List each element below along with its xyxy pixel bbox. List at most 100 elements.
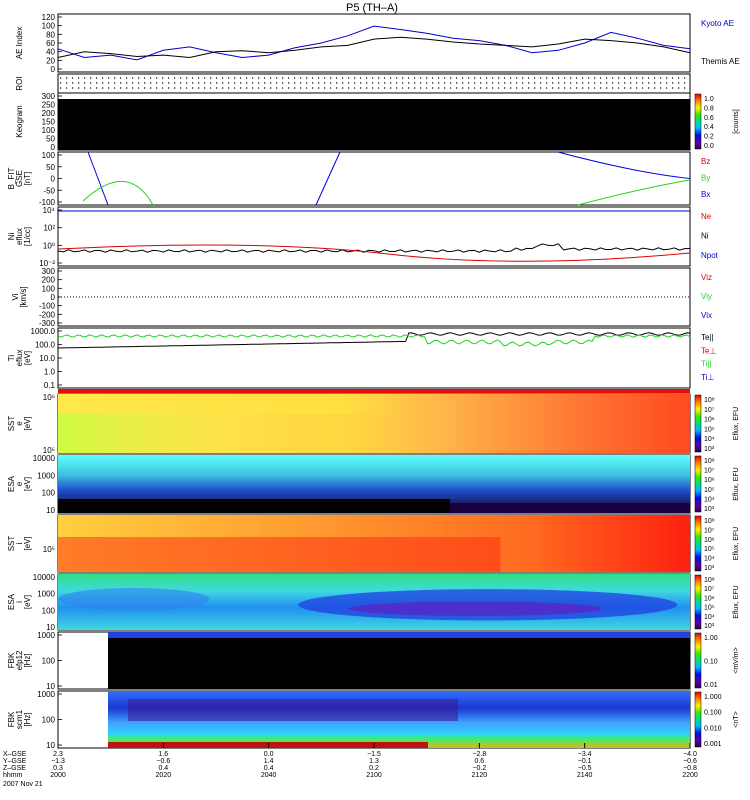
colorbar-tick-fbk_b: 0.001 [704, 741, 722, 748]
panel-roi: ROI [15, 76, 24, 90]
colorbar-sst_i [694, 515, 702, 572]
legend-bfield: By [701, 174, 710, 183]
panel-sst_i: SST i [eV] 10⁵ 10⁸ 10⁷ 10⁶ 10⁵ 10⁴ 10³ Eflux, EFU [7, 515, 740, 572]
ytick-label-ae: 60 [46, 39, 55, 48]
ytick-label-bfield: -100 [39, 198, 56, 207]
ytick-label-ae: 80 [46, 30, 55, 39]
ylabel-density: eflux [15, 228, 24, 245]
ytick-label-bfield: 50 [46, 163, 55, 172]
ylabel-esa_e: [eV] [23, 477, 32, 491]
ylabel-temperature: [eV] [23, 351, 32, 365]
xaxis-value: 1.3 [369, 758, 379, 765]
colorbar-tick-esa_i: 10³ [704, 623, 715, 630]
xaxis-value: 0.6 [474, 758, 484, 765]
colorbar-fbk_e [694, 632, 702, 689]
legend-temperature: Ti|| [701, 360, 712, 369]
ylabel-sst_e: SST [7, 416, 16, 432]
ytick-label-keogram: 50 [46, 135, 55, 144]
colorbar-tick-sst_e: 10⁶ [704, 417, 715, 424]
ylabel-sst_e: e [15, 421, 24, 426]
ytick-label-fbk_b: 10 [46, 741, 55, 750]
xaxis-value: −1.5 [367, 751, 381, 758]
ae-series-line [57, 25, 691, 61]
ytick-label-velocity: 200 [42, 276, 56, 285]
colorbar-tick-fbk_b: 1.000 [704, 694, 722, 701]
colorbar-label-sst_e: Eflux, EFU [733, 407, 740, 440]
fbk-e-top [108, 632, 690, 638]
te-par-line [57, 332, 691, 349]
ytick-label-esa_e: 1000 [37, 471, 55, 480]
xaxis-value: 2140 [577, 772, 593, 779]
colorbar-label-esa_i: Eflux, EFU [733, 585, 740, 618]
panel-esa_i: ESA i [eV] 10000 1000 100 10 10⁸ 10⁷ 10⁶ 10⁵ 10⁴ 10³… [7, 573, 740, 632]
colorbar-tick-sst_e: 10⁸ [704, 397, 715, 404]
ytick-label-velocity: -200 [39, 310, 56, 319]
panel-sst_e: SST e [eV] 10⁶ 10⁵ 10⁸ 10⁷ 10⁶ 10⁵ 10⁴ 10³ Eflux, E… [7, 393, 740, 455]
ytick-label-temperature: 100.0 [35, 341, 56, 350]
colorbar-sst_e [694, 394, 702, 453]
ylabel-bfield: [nT] [23, 172, 32, 186]
ylabel-fbk_b: [Hz] [23, 712, 32, 726]
colorbar-tick-esa_i: 10⁴ [704, 614, 715, 621]
colorbar-tick-sst_e: 10⁴ [704, 436, 715, 443]
spacecraft-mode-strip [58, 389, 690, 393]
ylabel-velocity: [km/s] [19, 286, 28, 307]
panel-temperature: Ti eflux [eV] 1000.0 100.0 10.0 1.0 0.1 Te|| Te⊥ T… [7, 327, 716, 390]
plot-title: P5 (TH–A) [346, 2, 398, 14]
ylabel-esa_i: i [15, 601, 24, 603]
xaxis-value: 1.4 [264, 758, 274, 765]
legend-density: Npot [701, 251, 719, 260]
colorbar-label-sst_i: Eflux, EFU [733, 527, 740, 560]
ti-par-line [57, 334, 691, 347]
legend-bfield: Bx [701, 190, 710, 199]
fbk-e-spectrogram [108, 632, 690, 689]
xaxis-value: 2040 [261, 772, 277, 779]
xaxis-value: −4.0 [683, 751, 697, 758]
legend-temperature: Te⊥ [701, 346, 716, 355]
colorbar-tick-sst_i: 10⁸ [704, 518, 715, 525]
ni-line [57, 243, 691, 253]
ylabel-roi: ROI [15, 76, 24, 90]
frame-bfield [57, 151, 691, 206]
colorbar-tick-esa_e: 10⁶ [704, 477, 715, 484]
colorbar-tick-sst_i: 10⁷ [704, 527, 715, 534]
panel-esa_e: ESA e [eV] 10000 1000 100 10 10⁸ 10⁷ 10⁶ 10⁵ 10⁴ 10³… [7, 454, 740, 515]
ytick-label-temperature: 10.0 [39, 354, 55, 363]
ylabel-fbk_e: [Hz] [23, 653, 32, 667]
ytick-label-temperature: 1.0 [44, 368, 56, 377]
ytick-label-esa_e: 10000 [33, 454, 56, 463]
legend-velocity: Vix [701, 311, 712, 320]
ytick-label-ae: 120 [42, 13, 56, 22]
colorbar-fbk_b [694, 691, 702, 748]
colorbar-tick-keogram: 0.4 [704, 124, 714, 131]
ylabel-fbk_e: efp12 [15, 650, 24, 671]
colorbar-tick-keogram: 0.6 [704, 115, 714, 122]
ytick-label-esa_i: 10000 [33, 573, 56, 582]
xaxis-row-label: hhmm [3, 772, 23, 779]
ylabel-fbk_e: FBK [7, 652, 16, 668]
ytick-label-esa_i: 100 [42, 606, 56, 615]
ytick-label-fbk_e: 10 [46, 682, 55, 691]
legend-ae: Kyoto AE [701, 19, 734, 28]
ytick-label-keogram: 200 [42, 109, 56, 118]
ytick-label-esa_e: 100 [42, 489, 56, 498]
colorbar-label-keogram: [counts] [733, 109, 740, 134]
ytick-label-ae: 20 [46, 56, 55, 65]
legend-velocity: Viz [701, 273, 712, 282]
legend-density: Ne [701, 212, 712, 221]
fbk-b-bottom [108, 742, 428, 748]
colorbar-tick-fbk_b: 0.100 [704, 710, 722, 717]
ytick-label-keogram: 250 [42, 101, 56, 110]
frame-ae [57, 13, 691, 73]
xaxis-row-label: Z–GSE [3, 765, 26, 772]
ylabel-sst_e: [eV] [23, 416, 32, 430]
by-curve [577, 179, 691, 206]
colorbar-tick-keogram: 1.0 [704, 96, 714, 103]
keogram-fill [58, 99, 690, 150]
colorbar-tick-sst_i: 10⁵ [704, 546, 715, 553]
frame-density [57, 206, 691, 267]
colorbar-tick-esa_e: 10⁴ [704, 496, 715, 503]
legend-ae: Themis AE [701, 57, 740, 66]
ylabel-ae: AE Index [15, 27, 24, 59]
